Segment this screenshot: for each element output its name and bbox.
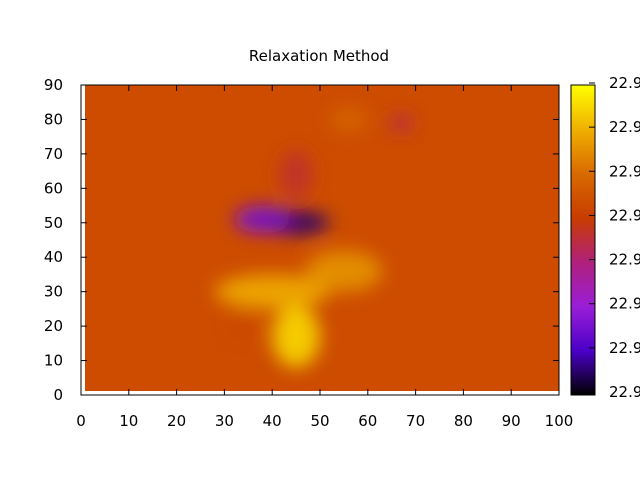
y-axis: 0 10 20 30 40 50 60 70 80 90 [44,76,559,404]
y-tick-label: 20 [44,317,63,335]
colorbar [570,84,596,396]
heat-feature-2 [279,150,313,199]
y-tick-label: 10 [44,352,63,370]
heatmap-plot-area [85,85,559,391]
heat-feature-4 [329,107,368,132]
x-tick-label: 0 [76,412,86,430]
heat-feature-3 [389,114,414,132]
x-tick-label: 70 [406,412,425,430]
x-tick-label: 50 [310,412,329,430]
heat-feature-5 [272,305,320,368]
colorbar-tick-label: 22.9 [609,206,640,224]
colorbar-tick-label: 22.9 [609,118,640,136]
y-tick-label: 30 [44,283,63,301]
colorbar-tick-label: 22.9 [609,339,640,357]
x-tick-label: 30 [215,412,234,430]
x-tick-label: 100 [545,412,574,430]
x-axis: 0 10 20 30 40 50 60 70 80 90 100 [76,85,573,430]
y-tick-label: 0 [53,386,63,404]
colorbar-tick-label: 22.9 [609,74,640,92]
x-tick-label: 40 [263,412,282,430]
y-tick-label: 70 [44,145,63,163]
y-tick-label: 90 [44,76,63,94]
y-tick-label: 40 [44,248,63,266]
colorbar-tick-label: 22.9 [609,295,640,313]
colorbar-axis: 22.9 22.9 22.9 22.9 22.9 22.9 22.9 22.9 [589,74,640,401]
y-tick-label: 50 [44,214,63,232]
colorbar-tick-label: 22.9 [609,251,640,269]
x-tick-label: 80 [454,412,473,430]
colorbar-tick-label: 22.9 [609,383,640,401]
y-tick-label: 80 [44,110,63,128]
heatmap-background [85,85,559,391]
x-tick-label: 90 [502,412,521,430]
heat-feature-6 [214,274,330,309]
x-tick-label: 10 [119,412,138,430]
heat-feature-1 [233,205,292,234]
x-tick-label: 60 [358,412,377,430]
y-tick-label: 60 [44,179,63,197]
heat-feature-7 [305,250,383,292]
chart-title: Relaxation Method [249,47,389,65]
heat-feature-8 [229,315,258,337]
x-tick-label: 20 [167,412,186,430]
colorbar-tick-label: 22.9 [609,162,640,180]
